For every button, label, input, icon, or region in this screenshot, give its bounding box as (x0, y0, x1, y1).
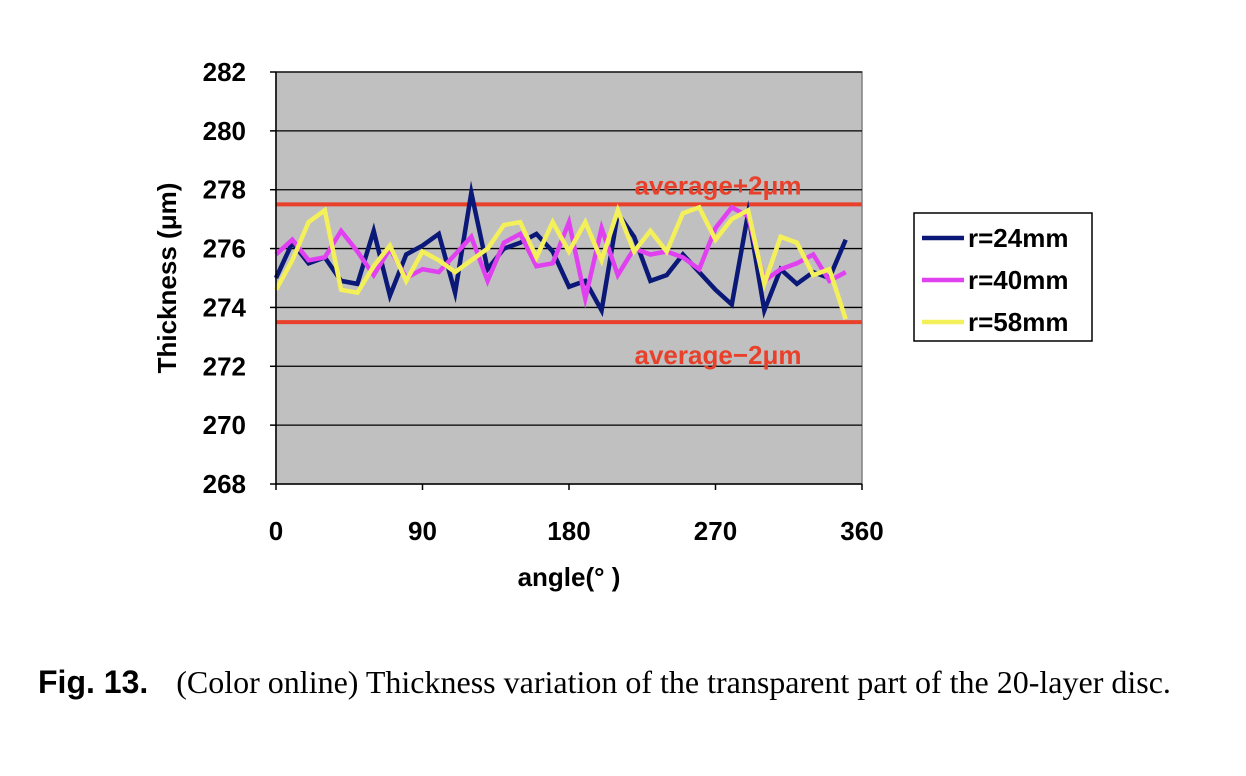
figure-label: Fig. 13. (38, 664, 149, 700)
legend-label: r=40mm (968, 265, 1068, 295)
reference-line-label: average+2μm (635, 170, 802, 200)
x-tick-labels: 0 90 180 270 360 (269, 484, 884, 546)
reference-lines: average+2μm average−2μm (276, 170, 862, 370)
y-tick-label: 280 (203, 116, 246, 146)
x-axis-title: angle(° ) (518, 562, 621, 592)
figure-caption: Fig. 13. (Color online) Thickness variati… (38, 660, 1208, 704)
series-line-r=58mm (274, 203, 848, 320)
y-tick-label: 272 (203, 351, 246, 381)
x-tick-label: 270 (694, 516, 737, 546)
y-tick-label: 282 (203, 57, 246, 87)
y-axis-title: Thickness (μm) (152, 183, 182, 374)
y-tick-label: 270 (203, 410, 246, 440)
reference-line-label: average−2μm (635, 340, 802, 370)
legend-box (913, 212, 1093, 342)
y-tick-labels: 268 270 272 274 276 278 280 282 (203, 57, 276, 499)
x-tick-label: 90 (408, 516, 437, 546)
y-tick-label: 268 (203, 469, 246, 499)
y-tick-label: 276 (203, 234, 246, 264)
legend-label: r=58mm (968, 307, 1068, 337)
legend: r=24mm r=40mm r=58mm (913, 212, 1093, 342)
caption-text: (Color online) Thickness variation of th… (176, 664, 1171, 700)
grid-lines (276, 71, 862, 426)
legend-label: r=24mm (968, 223, 1068, 253)
x-tick-label: 0 (269, 516, 283, 546)
series-lines (273, 180, 848, 320)
x-tick-label: 360 (840, 516, 883, 546)
y-tick-label: 278 (203, 175, 246, 205)
y-tick-label: 274 (203, 292, 247, 322)
thickness-chart: average+2μm average−2μm 268 270 272 274 276 27… (152, 57, 1093, 592)
x-tick-label: 180 (547, 516, 590, 546)
